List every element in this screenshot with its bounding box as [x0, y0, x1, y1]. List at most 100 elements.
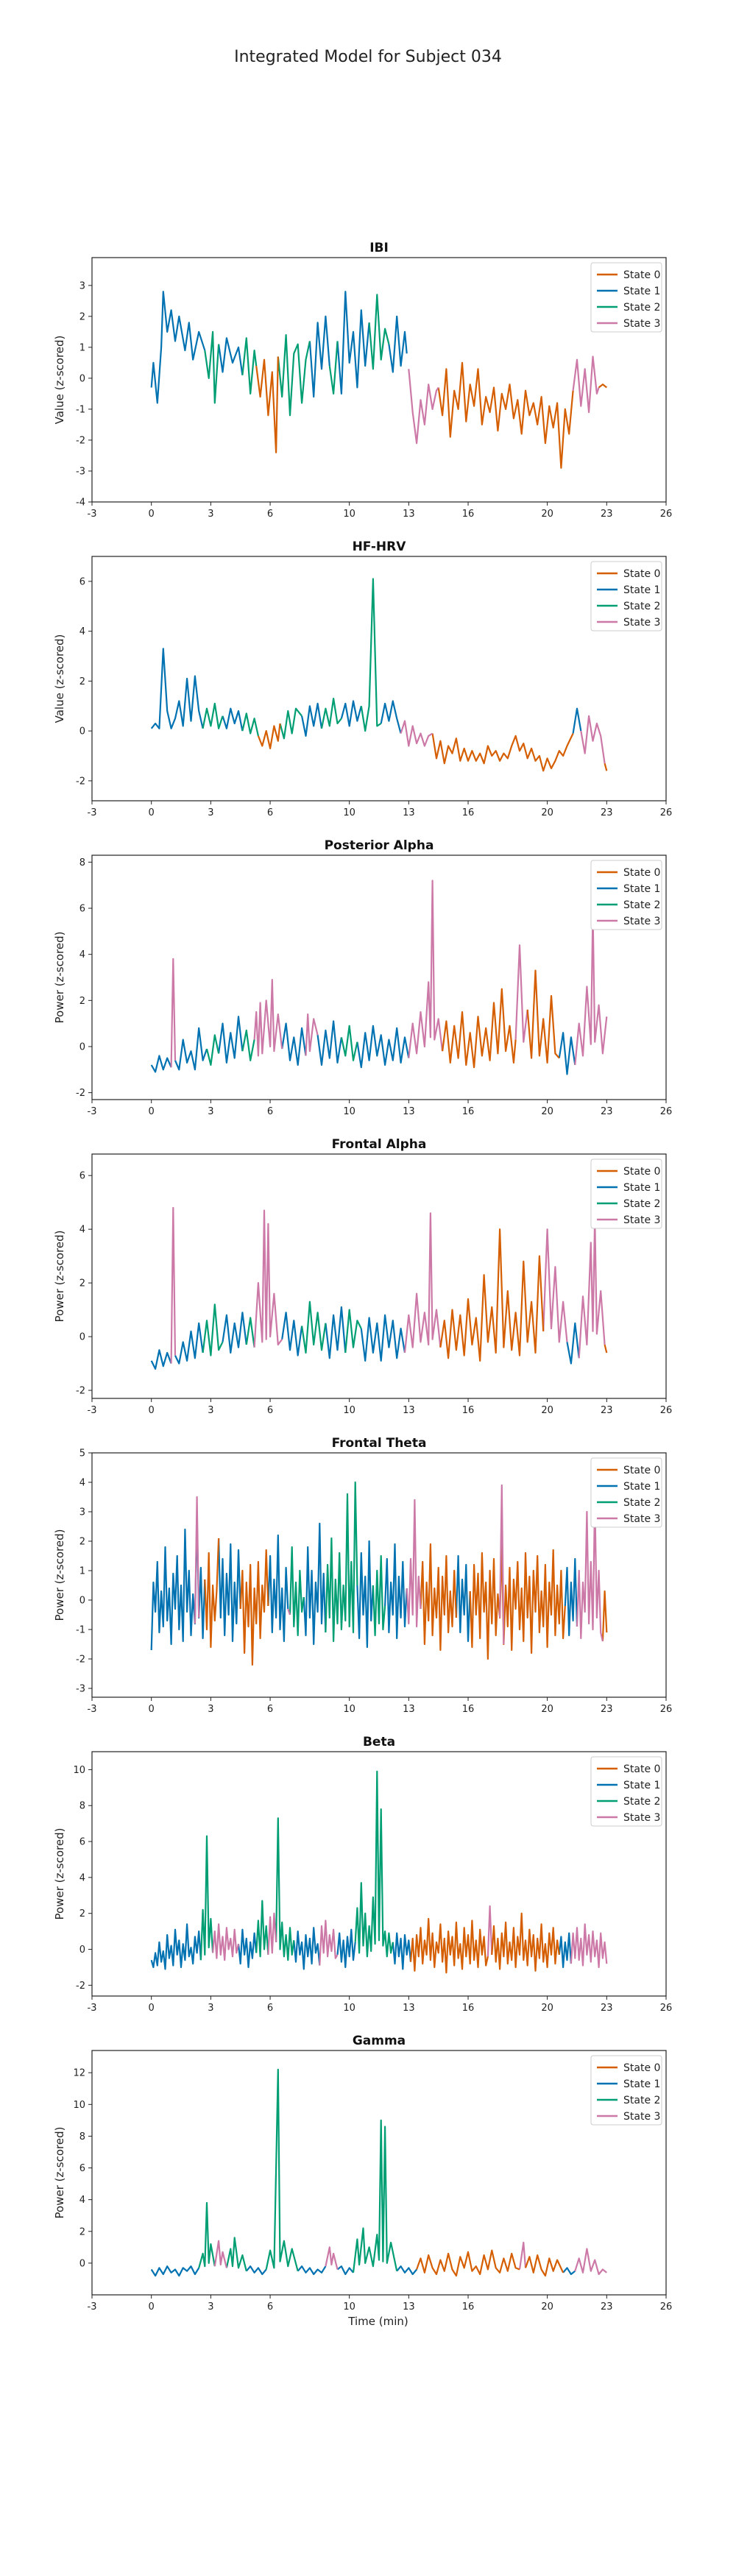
- x-tick-label: 23: [601, 807, 613, 818]
- x-tick-label: 13: [403, 509, 415, 520]
- y-tick-label: 6: [79, 576, 85, 587]
- series-line-state-1: [245, 2265, 267, 2276]
- y-tick-label: -2: [76, 1981, 85, 1992]
- series-state-2: [198, 2068, 398, 2273]
- x-tick-label: 10: [343, 2301, 355, 2313]
- series-line-state-0: [431, 733, 574, 772]
- x-tick-label: 20: [541, 807, 553, 818]
- y-tick-label: -3: [76, 466, 85, 477]
- y-tick-label: 4: [79, 2195, 85, 2206]
- series-line-state-3: [408, 880, 444, 1058]
- series-line-state-3: [578, 1217, 606, 1359]
- series-line-state-3: [514, 944, 528, 1043]
- series-line-state-2: [265, 2068, 299, 2271]
- series-state-2: [202, 1301, 362, 1356]
- series-line-state-1: [281, 1022, 307, 1066]
- legend-label: State 2: [623, 302, 660, 314]
- y-tick-label: 6: [79, 1171, 85, 1182]
- series-line-state-1: [150, 1923, 202, 1970]
- series-line-state-3: [325, 2246, 339, 2270]
- plot-frame: [91, 556, 667, 802]
- series-line-state-0: [469, 1546, 566, 1660]
- panel-hf-hrv: HF-HRV -3 0 3 6 10 13 16 20 23 26 -2 0 2 4 6 Value (z-sc…: [53, 539, 672, 818]
- series-state-3: [212, 1905, 608, 1968]
- y-tick-label: 0: [79, 2258, 85, 2269]
- y-tick-label: 0: [79, 1596, 85, 1607]
- x-tick-label: 3: [208, 2003, 213, 2014]
- series-line-state-1: [218, 1016, 244, 1064]
- series-state-1: [150, 1306, 580, 1370]
- series-line-state-3: [486, 1905, 493, 1957]
- legend: State 0 State 1 State 2 State 3: [590, 561, 662, 631]
- series-state-0: [255, 356, 607, 469]
- x-tick-label: 13: [403, 1704, 415, 1715]
- series-line-state-3: [267, 1912, 277, 1955]
- panel-title: Gamma: [353, 2034, 406, 2048]
- x-tick-label: 10: [343, 509, 355, 520]
- series-line-state-1: [297, 2265, 327, 2276]
- legend-label: State 3: [623, 1513, 660, 1525]
- series-line-state-2: [202, 702, 224, 729]
- series-state-0: [409, 1912, 560, 1974]
- x-tick-label: 20: [541, 509, 553, 520]
- panel-posterior-alpha: Posterior Alpha -3 0 3 6 10 13 16 20 23 26 -2 0 2 4 6 8 P…: [53, 838, 672, 1117]
- y-tick-label: 8: [79, 1801, 85, 1812]
- series-line-state-1: [222, 1312, 247, 1354]
- y-tick-label: 0: [79, 1945, 85, 1956]
- series-line-state-0: [526, 969, 560, 1064]
- x-tick-label: 23: [601, 2003, 613, 2014]
- series-line-state-1: [308, 315, 330, 398]
- y-tick-label: -4: [76, 498, 85, 509]
- x-tick-label: 0: [149, 1405, 155, 1416]
- x-tick-label: 10: [343, 1405, 355, 1416]
- series-line-state-1: [356, 1025, 410, 1069]
- series-line-state-3: [213, 2240, 227, 2268]
- series-line-state-1: [237, 1928, 258, 1968]
- series-line-state-1: [566, 1322, 580, 1365]
- y-tick-label: 8: [79, 857, 85, 868]
- series-line-state-1: [558, 1032, 576, 1075]
- x-tick-label: 0: [149, 2301, 155, 2313]
- series-line-state-0: [255, 356, 279, 453]
- legend: State 0 State 1 State 2 State 3: [590, 2055, 662, 2126]
- series-line-state-2: [199, 1835, 214, 1961]
- series-line-state-3: [319, 1919, 339, 1966]
- legend-label: State 0: [623, 2062, 660, 2074]
- series-line-state-0: [420, 1543, 457, 1652]
- panel-gamma: Gamma -3 0 3 6 10 13 16 20 23 26 0 2 4 6 8 10 12 Power (z-…: [53, 2034, 672, 2313]
- y-tick-label: 0: [79, 1332, 85, 1343]
- series-line-state-1: [360, 1314, 406, 1362]
- x-tick-label: 13: [403, 1405, 415, 1416]
- x-tick-label: 6: [267, 1704, 273, 1715]
- series-line-state-0: [598, 383, 607, 389]
- x-tick-label: 6: [267, 2301, 273, 2313]
- panel-title: Frontal Alpha: [332, 1137, 427, 1152]
- series-line-state-2: [277, 334, 311, 417]
- y-tick-label: 4: [79, 1872, 85, 1883]
- x-tick-label: 26: [660, 1704, 673, 1715]
- series-line-state-2: [205, 1034, 220, 1066]
- series-state-3: [408, 355, 600, 445]
- series-state-0: [257, 723, 608, 772]
- legend-box: [590, 1158, 662, 1229]
- series-line-state-2: [368, 294, 390, 370]
- x-tick-label: 10: [343, 1106, 355, 1117]
- series-line-state-2: [372, 1554, 386, 1637]
- x-tick-label: 16: [462, 1106, 475, 1117]
- y-tick-label: 0: [79, 726, 85, 737]
- legend: State 0 State 1 State 2 State 3: [590, 262, 662, 333]
- panel-title: Frontal Theta: [332, 1436, 427, 1451]
- series-line-state-0: [491, 1912, 560, 1972]
- series-line-state-1: [336, 1928, 356, 1968]
- series-line-state-2: [344, 1309, 362, 1354]
- legend-label: State 0: [623, 568, 660, 580]
- legend: State 0 State 1 State 2 State 3: [590, 1756, 662, 1827]
- series-line-state-3: [403, 1212, 442, 1354]
- y-tick-label: 4: [79, 1478, 85, 1489]
- y-axis-label: Power (z-scored): [53, 1529, 66, 1621]
- y-tick-label: -2: [76, 1655, 85, 1666]
- y-tick-label: 1: [79, 342, 85, 353]
